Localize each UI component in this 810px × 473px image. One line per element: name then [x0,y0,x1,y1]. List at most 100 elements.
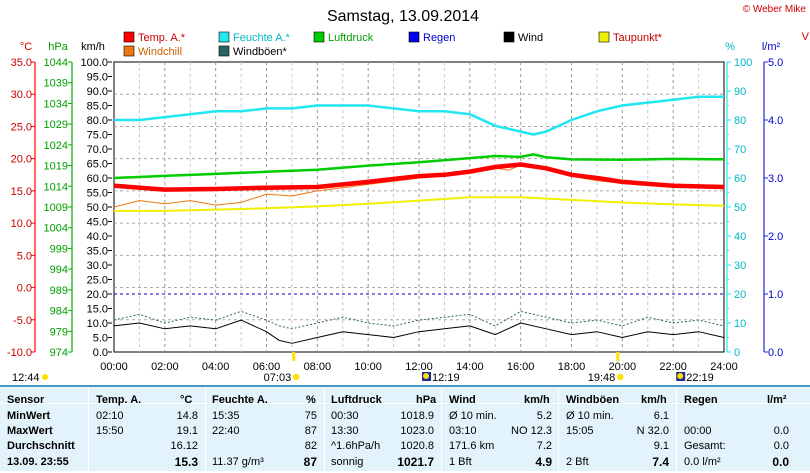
stats-header-temp: Temp. A. [96,394,142,406]
stats-header-humidity-unit: % [306,394,316,406]
wind-axis-tick-label: 0.0 [93,347,108,359]
legend-label: Wind [518,32,543,44]
humidity-axis-tick-label: 40 [734,231,746,243]
stats-gust-value: N 32.0 [636,425,669,437]
stats-rain-value: 0.0 [772,455,789,469]
x-tick-label: 10:00 [354,361,382,373]
temp-axis-unit: °C [20,41,32,53]
stats-wind-note: Ø 10 min. [449,410,497,422]
wind-axis-tick-label: 30.0 [87,260,108,272]
stats-rain-note: 0.0 l/m² [684,456,721,468]
stats-press-note: 00:30 [331,410,359,422]
stats-hum-value: 87 [304,425,317,437]
stats-column-separator [441,387,442,473]
stats-panel: Sensor Temp. A. °C Feuchte A. % Luftdruc… [0,385,810,473]
wind-axis-tick-label: 65.0 [87,159,108,171]
stats-gust-note: Ø 10 min. [566,410,614,422]
humidity-axis-tick-label: 80 [734,115,746,127]
stats-header-wind: Wind [449,394,476,406]
stats-hum-note: 11.37 g/m³ [212,456,264,468]
x-tick-label: 04:00 [202,361,230,373]
stats-header-pressure: Luftdruck [331,394,382,406]
stats-header-wind-unit: km/h [524,394,550,406]
stats-press-note: ^1.6hPa/h [331,440,381,452]
wind-axis-tick-label: 10.0 [87,318,108,330]
wind-axis-tick-label: 85.0 [87,101,108,113]
stats-gust-note: 15:05 [566,425,594,437]
wind-axis-tick-label: 45.0 [87,217,108,229]
rain-axis-tick-label: 2.0 [768,231,783,243]
rain-axis-tick-label: 3.0 [768,173,783,185]
legend-label: Windböen* [233,46,288,58]
pressure-axis-tick-label: 1009 [44,202,68,214]
temp-axis-tick-label: 30.0 [11,89,32,101]
stats-column-separator [676,387,677,473]
pressure-axis-tick-label: 1029 [44,119,68,131]
temp-axis-tick-label: 25.0 [11,121,32,133]
stats-wind-value: NO 12.3 [511,425,552,437]
wind-axis-tick-label: 50.0 [87,202,108,214]
legend-label: Temp. A.* [138,32,186,44]
chart-series [113,95,725,344]
stats-press-note: sonnig [331,456,364,468]
sunrise-sun-icon [292,373,300,381]
wind-axis-tick-label: 70.0 [87,144,108,156]
stats-gust-value: 7.4 [652,455,669,469]
x-tick-label: 24:00 [710,361,738,373]
x-tick-label: 12:00 [405,361,433,373]
stats-hum-value: 82 [304,440,317,452]
legend-label: Regen [423,32,455,44]
humidity-axis-tick-label: 20 [734,289,746,301]
rain-axis-tick-label: 0.0 [768,347,783,359]
series-line-windb-en [113,310,725,330]
pressure-axis-tick-label: 979 [50,326,68,338]
stats-temp-value: 14.8 [176,410,198,422]
stats-rain-value: 0.0 [773,425,789,437]
x-tick-label: 20:00 [609,361,637,373]
chart-grid [114,62,724,352]
wind-axis-tick-label: 20.0 [87,289,108,301]
rain-axis-unit-cut: V [802,31,810,43]
temp-axis-tick-label: 0.0 [17,283,32,295]
wind-axis-unit: km/h [81,41,105,53]
rain-axis-tick-label: 5.0 [768,57,783,69]
humidity-axis-tick-label: 70 [734,144,746,156]
stats-temp-value: 19.1 [176,425,198,437]
pressure-axis-tick-label: 989 [50,285,68,297]
series-line-wind [113,319,725,344]
stats-rain-value: 0.0 [773,440,789,452]
noon-time: 12:19 [432,372,460,384]
sunset-marker [616,352,620,361]
humidity-axis-tick-label: 10 [734,318,746,330]
stats-header-rain: Regen [684,394,718,406]
stats-hum-note: 22:40 [212,425,240,437]
legend-swatch [408,31,420,43]
stats-column-separator [558,387,559,473]
rain-axis-tick-label: 1.0 [768,289,783,301]
sunset-sun-icon [617,373,624,381]
stats-header-sensor: Sensor [7,394,45,406]
temp-axis-tick-label: 20.0 [11,154,32,166]
humidity-axis-tick-label: 0 [734,347,740,359]
wind-axis-tick-label: 80.0 [87,115,108,127]
stats-temp-note: 02:10 [96,410,124,422]
sunrise-marker [292,352,296,361]
pressure-axis-tick-label: 1034 [44,98,68,110]
stats-press-value: 1020.8 [400,440,434,452]
stats-press-value: 1018.9 [400,410,434,422]
pressure-axis-tick-label: 1024 [44,140,68,152]
pressure-axis-tick-label: 1019 [44,161,68,173]
x-axis: 00:00 02:00 04:00 06:00 08:00 10:00 12:00 14:00… [100,361,738,373]
humidity-axis-tick-label: 50 [734,202,746,214]
pressure-axis-unit: hPa [48,41,68,53]
stats-header-humidity: Feuchte A. [212,394,268,406]
x-tick-label: 18:00 [558,361,586,373]
legend-swatch [313,31,325,43]
wind-axis-tick-label: 75.0 [87,130,108,142]
x-tick-label: 22:00 [659,361,687,373]
legend-swatch [218,31,230,43]
series-line-temp-a [113,162,725,192]
wind-axis-tick-label: 5.0 [93,333,108,345]
wind-axis-tick-label: 25.0 [87,275,108,287]
stats-gust-note: 2 Bft [566,456,589,468]
